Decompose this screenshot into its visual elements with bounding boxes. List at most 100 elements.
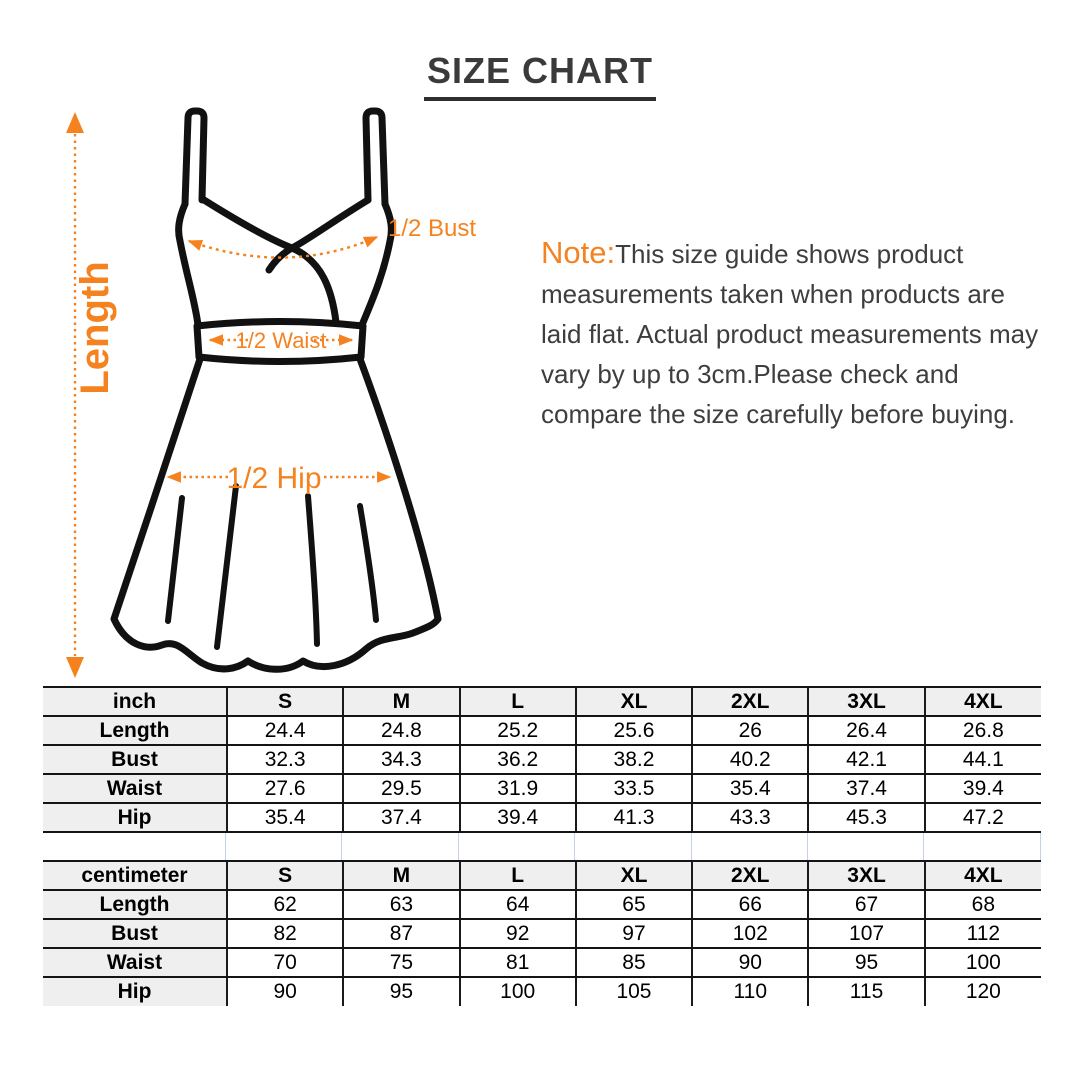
skirt: [110, 355, 442, 673]
size-value: 45.3: [807, 802, 925, 833]
size-value: 87: [342, 918, 460, 949]
dress-measurement-diagram: Length 1/2 Bust 1/2 Waist 1/2 Hip: [66, 107, 476, 678]
size-value: 66: [691, 889, 809, 920]
size-value: 107: [807, 918, 925, 949]
table-row: Bust 82 87 92 97 102 107 112: [43, 918, 1041, 949]
size-value: 24.4: [225, 715, 344, 746]
column-header: M: [342, 860, 460, 891]
size-value: 65: [574, 889, 693, 920]
size-value: 82: [225, 918, 344, 949]
size-value: 25.6: [574, 715, 693, 746]
column-header: 3XL: [807, 860, 925, 891]
table-row: Hip 90 95 100 105 110 115 120: [43, 976, 1041, 1006]
size-value: 26.4: [807, 715, 925, 746]
size-value: 97: [574, 918, 693, 949]
row-label: Hip: [43, 976, 227, 1006]
bodice-left-side: [175, 200, 202, 329]
size-value: 38.2: [574, 744, 693, 775]
row-label: Length: [43, 715, 227, 746]
size-value: 110: [691, 976, 809, 1006]
size-value: 105: [574, 976, 693, 1006]
size-value: 67: [807, 889, 925, 920]
table-row: Waist 70 75 81 85 90 95 100: [43, 947, 1041, 978]
row-label: Hip: [43, 802, 227, 833]
size-value: 81: [458, 947, 576, 978]
size-value: 29.5: [342, 773, 460, 804]
size-tables: inch S M L XL 2XL 3XL 4XL Length 24.4 24.8 25.2 25.6…: [43, 686, 1041, 1006]
size-value: 26.8: [923, 715, 1041, 746]
size-value: 115: [807, 976, 925, 1006]
size-value: 102: [691, 918, 809, 949]
size-value: 62: [225, 889, 344, 920]
size-value: 39.4: [923, 773, 1041, 804]
size-value: 36.2: [458, 744, 576, 775]
bodice-right-side: [358, 200, 395, 329]
size-value: 24.8: [342, 715, 460, 746]
column-header: 3XL: [807, 686, 925, 717]
skirt-pleats: [165, 483, 379, 650]
size-value: 100: [458, 976, 576, 1006]
page-title: SIZE CHART: [424, 50, 656, 101]
wrap-neckline-left: [200, 196, 340, 326]
column-header: XL: [574, 860, 693, 891]
wrap-neckline-right: [265, 196, 372, 274]
size-value: 35.4: [691, 773, 809, 804]
bust-arrow: [187, 235, 379, 259]
size-value: 44.1: [923, 744, 1041, 775]
size-value: 25.2: [458, 715, 576, 746]
column-header: S: [225, 860, 344, 891]
waist-label: 1/2 Waist: [236, 328, 327, 353]
inch-size-table: inch S M L XL 2XL 3XL 4XL Length 24.4 24.8 25.2 25.6…: [43, 686, 1041, 833]
size-value: 63: [342, 889, 460, 920]
size-value: 47.2: [923, 802, 1041, 833]
length-label: Length: [73, 261, 117, 394]
size-value: 31.9: [458, 773, 576, 804]
left-strap: [181, 107, 208, 208]
table-gap: [43, 833, 1041, 860]
right-strap: [362, 107, 389, 208]
column-header: M: [342, 686, 460, 717]
size-value: 120: [923, 976, 1041, 1006]
row-label: Waist: [43, 947, 227, 978]
size-value: 37.4: [342, 802, 460, 833]
size-value: 42.1: [807, 744, 925, 775]
table-row: Length 24.4 24.8 25.2 25.6 26 26.4 26.8: [43, 715, 1041, 746]
size-value: 68: [923, 889, 1041, 920]
size-value: 35.4: [225, 802, 344, 833]
size-value: 85: [574, 947, 693, 978]
hip-label: 1/2 Hip: [226, 462, 321, 495]
column-header: S: [225, 686, 344, 717]
table-row: Hip 35.4 37.4 39.4 41.3 43.3 45.3 47.2: [43, 802, 1041, 833]
row-label: Bust: [43, 918, 227, 949]
note-paragraph: Note:This size guide shows product measu…: [541, 233, 1047, 434]
size-value: 75: [342, 947, 460, 978]
bust-label: 1/2 Bust: [388, 215, 476, 242]
size-value: 34.3: [342, 744, 460, 775]
column-header: L: [458, 860, 576, 891]
size-value: 39.4: [458, 802, 576, 833]
size-value: 43.3: [691, 802, 809, 833]
table-row: Bust 32.3 34.3 36.2 38.2 40.2 42.1 44.1: [43, 744, 1041, 775]
size-value: 33.5: [574, 773, 693, 804]
size-value: 64: [458, 889, 576, 920]
column-header: 4XL: [923, 686, 1041, 717]
size-value: 90: [691, 947, 809, 978]
size-value: 95: [342, 976, 460, 1006]
size-value: 40.2: [691, 744, 809, 775]
note-label: Note:: [541, 235, 616, 270]
note-text: This size guide shows product measuremen…: [541, 239, 1039, 429]
size-value: 37.4: [807, 773, 925, 804]
column-header: 2XL: [691, 860, 809, 891]
row-label: Bust: [43, 744, 227, 775]
size-value: 100: [923, 947, 1041, 978]
table-row: Waist 27.6 29.5 31.9 33.5 35.4 37.4 39.4: [43, 773, 1041, 804]
size-value: 41.3: [574, 802, 693, 833]
column-header: L: [458, 686, 576, 717]
size-value: 32.3: [225, 744, 344, 775]
table-row: Length 62 63 64 65 66 67 68: [43, 889, 1041, 920]
size-value: 92: [458, 918, 576, 949]
unit-header: inch: [43, 686, 227, 717]
length-arrowheads: [66, 112, 84, 678]
header-row: centimeter S M L XL 2XL 3XL 4XL: [43, 860, 1041, 891]
